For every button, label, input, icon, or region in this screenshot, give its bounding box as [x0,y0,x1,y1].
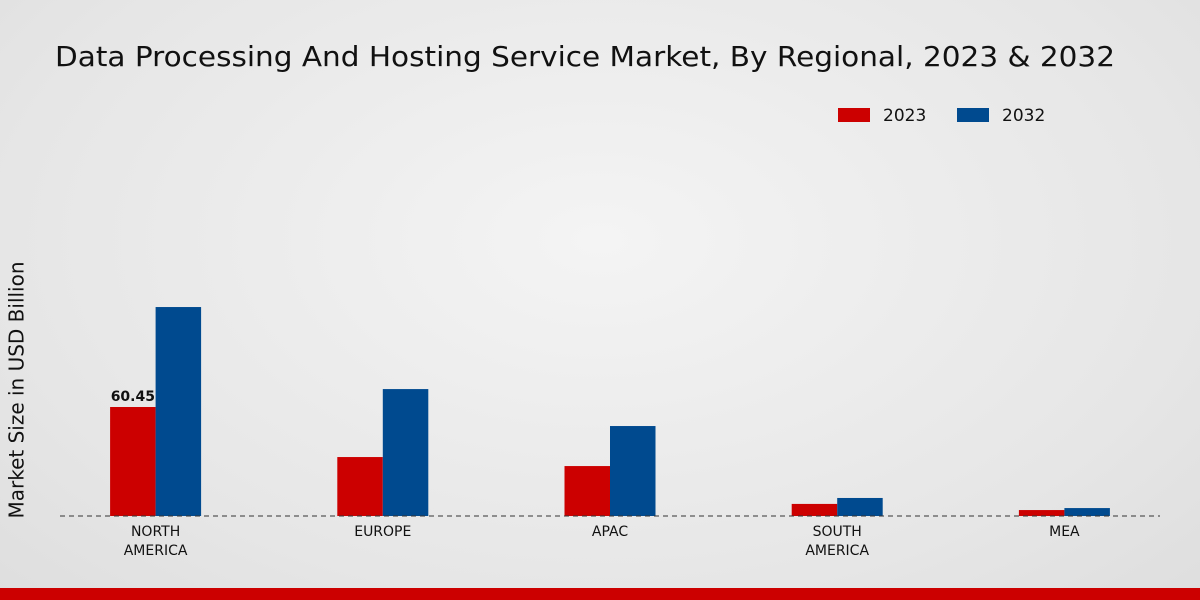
x-tick-label: EUROPE [354,524,412,540]
x-tick-label: NORTH AMERICA [123,524,188,559]
footer-bar [0,588,1200,600]
bar [1064,508,1110,516]
bar [382,389,429,516]
bar [791,503,838,516]
data-label: 60.45 [111,389,155,405]
legend-label: 2032 [1002,106,1045,126]
x-tick-label: APAC [591,524,629,540]
y-axis-label: Market Size in USD Billion [5,261,29,518]
chart-title: Data Processing And Hosting Service Mark… [55,40,1115,73]
x-tick-label: MEA [1049,524,1080,540]
legend-label: 2023 [883,106,926,126]
bar [564,466,610,516]
bar [837,497,883,516]
bar [110,407,156,516]
legend-swatch [957,108,989,122]
x-tick-label: SOUTH AMERICA [805,524,870,559]
bar [610,426,656,516]
bar [1018,510,1065,516]
bar [337,457,383,516]
legend-swatch [838,108,870,122]
bar [155,307,202,516]
